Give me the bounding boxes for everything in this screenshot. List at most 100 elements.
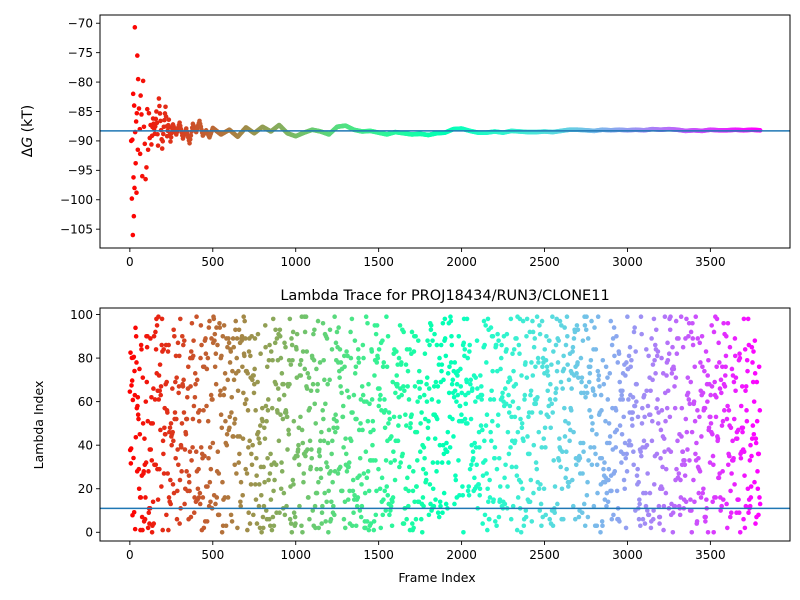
lambda-point [166, 342, 171, 348]
lambda-point [725, 462, 731, 468]
lambda-point [451, 434, 456, 439]
lambda-point [271, 488, 276, 494]
lambda-point [358, 397, 364, 402]
lambda-point [176, 384, 182, 389]
delta-g-point [135, 76, 141, 82]
lambda-point [569, 477, 575, 483]
lambda-point [629, 416, 635, 422]
delta-g-point [145, 147, 151, 153]
lambda-point [588, 357, 594, 363]
lambda-point [728, 510, 734, 515]
lambda-point [639, 453, 644, 459]
lambda-point [278, 355, 284, 361]
lambda-point [536, 429, 542, 435]
delta-g-point [134, 110, 140, 116]
lambda-point [710, 431, 715, 437]
lambda-point [650, 362, 656, 367]
lambda-point [510, 399, 516, 404]
lambda-point [504, 347, 509, 352]
lambda-point [264, 418, 269, 424]
lambda-point [480, 427, 485, 433]
lambda-point [725, 320, 731, 326]
lambda-point [649, 418, 655, 424]
lambda-point [419, 410, 424, 415]
lambda-point [553, 397, 558, 402]
lambda-point [231, 344, 237, 350]
lambda-point [522, 397, 527, 402]
lambda-point [474, 462, 479, 468]
delta-g-point [169, 130, 175, 136]
delta-g-point [187, 137, 193, 142]
lambda-point [745, 368, 750, 374]
lambda-point [365, 320, 370, 326]
lambda-point [704, 497, 709, 502]
lambda-point [264, 364, 270, 370]
lambda-point [331, 425, 336, 431]
lambda-point [456, 458, 461, 463]
lambda-point [305, 447, 310, 452]
lambda-point [691, 477, 696, 483]
lambda-point [224, 431, 230, 437]
lambda-point [140, 421, 146, 426]
lambda-point [445, 429, 451, 435]
lambda-point [754, 379, 760, 385]
lambda-point [536, 486, 542, 492]
lambda-point [351, 392, 357, 398]
lambda-point [612, 469, 618, 474]
lambda-point [470, 449, 476, 455]
lambda-point [690, 320, 695, 326]
lambda-point [452, 360, 458, 365]
lambda-point [369, 349, 375, 354]
lambda-point [524, 375, 530, 380]
lambda-point [425, 338, 430, 343]
lambda-point [738, 455, 744, 461]
lambda-point [630, 394, 636, 400]
lambda-point [708, 421, 714, 426]
lambda-point [340, 414, 346, 420]
lambda-point [486, 499, 491, 505]
delta-g-point [157, 103, 162, 109]
lambda-point [682, 462, 688, 468]
lambda-point [312, 401, 318, 407]
lambda-point [330, 479, 335, 485]
lambda-point [418, 516, 424, 522]
lambda-point [705, 399, 710, 404]
lambda-point [459, 390, 465, 396]
lambda-point [310, 381, 316, 387]
lambda-point [222, 495, 228, 500]
lambda-point [328, 469, 333, 474]
lambda-point [647, 490, 653, 496]
lambda-point [159, 484, 164, 489]
lambda-point [450, 416, 455, 422]
lambda-point [380, 512, 386, 518]
lambda-point [508, 516, 514, 522]
delta-g-point [131, 175, 136, 180]
lambda-point [301, 471, 307, 476]
lambda-point [513, 464, 519, 470]
delta-g-point [142, 141, 148, 147]
lambda-point [205, 418, 211, 424]
lambda-point [485, 527, 490, 533]
lambda-point [411, 469, 416, 474]
lambda-point [399, 360, 404, 365]
lambda-point [434, 416, 440, 422]
lambda-point [698, 360, 703, 365]
lambda-point [376, 347, 382, 352]
lambda-point [358, 514, 364, 520]
lambda-point [256, 429, 261, 435]
lambda-point [576, 514, 582, 520]
lambda-point [246, 349, 252, 354]
lambda-point [446, 460, 451, 465]
lambda-point [583, 394, 588, 400]
lambda-point [512, 438, 518, 444]
lambda-point [737, 355, 743, 361]
lambda-point [268, 349, 274, 354]
lambda-point [533, 460, 539, 465]
lambda-point [713, 495, 718, 500]
lambda-point [756, 364, 762, 370]
lambda-point [564, 449, 569, 455]
lambda-point [430, 338, 435, 343]
lambda-point [346, 394, 352, 400]
lambda-point [523, 360, 528, 365]
lambda-point [544, 364, 550, 370]
